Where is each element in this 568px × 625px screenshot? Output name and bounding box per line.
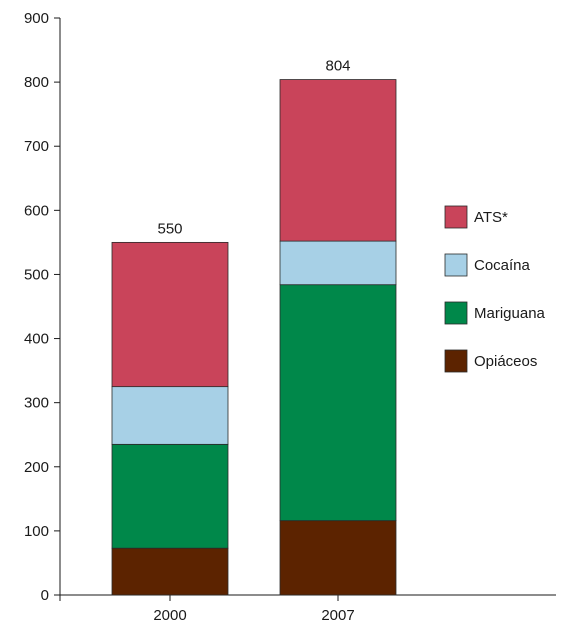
- y-tick-label-100: 100: [24, 523, 49, 540]
- y-tick-label-800: 800: [24, 74, 49, 91]
- legend-swatch-3: [444, 349, 468, 373]
- x-axis: 2000 2007: [54, 594, 556, 624]
- bar-segment-2000-0: [111, 547, 229, 596]
- bar-segment-2007-3: [279, 79, 397, 242]
- y-tick-label-600: 600: [24, 202, 49, 219]
- y-axis: 0 100 200 300 400 500 600 700 800 900: [24, 10, 61, 604]
- legend-swatch-1: [444, 253, 468, 277]
- legend-label-1: Cocaína: [474, 257, 531, 274]
- bar-totals: 550 804: [157, 58, 350, 238]
- bar-segment-2000-1: [111, 443, 229, 549]
- bar-segment-2007-1: [279, 284, 397, 522]
- bar-segment-2007-2: [279, 240, 397, 286]
- bar-segment-2000-2: [111, 386, 229, 445]
- total-label-2000: 550: [157, 220, 182, 237]
- bars: [111, 79, 397, 596]
- legend-label-2: Mariguana: [474, 305, 546, 322]
- y-tick-label-200: 200: [24, 459, 49, 476]
- legend: ATS* Cocaína Mariguana Opiáceos: [444, 205, 546, 373]
- total-label-2007: 804: [325, 58, 350, 75]
- y-tick-label-700: 700: [24, 138, 49, 155]
- legend-label-3: Opiáceos: [474, 353, 537, 370]
- legend-label-0: ATS*: [474, 209, 508, 226]
- bar-segment-2000-3: [111, 241, 229, 388]
- y-tick-label-400: 400: [24, 331, 49, 348]
- legend-swatch-2: [444, 301, 468, 325]
- y-tick-label-500: 500: [24, 266, 49, 283]
- y-tick-label-0: 0: [41, 587, 49, 604]
- y-tick-label-900: 900: [24, 10, 49, 27]
- y-tick-label-300: 300: [24, 395, 49, 412]
- legend-swatch-0: [444, 205, 468, 229]
- bar-segment-2007-0: [279, 520, 397, 596]
- x-tick-label-2000: 2000: [153, 607, 186, 624]
- x-tick-label-2007: 2007: [321, 607, 354, 624]
